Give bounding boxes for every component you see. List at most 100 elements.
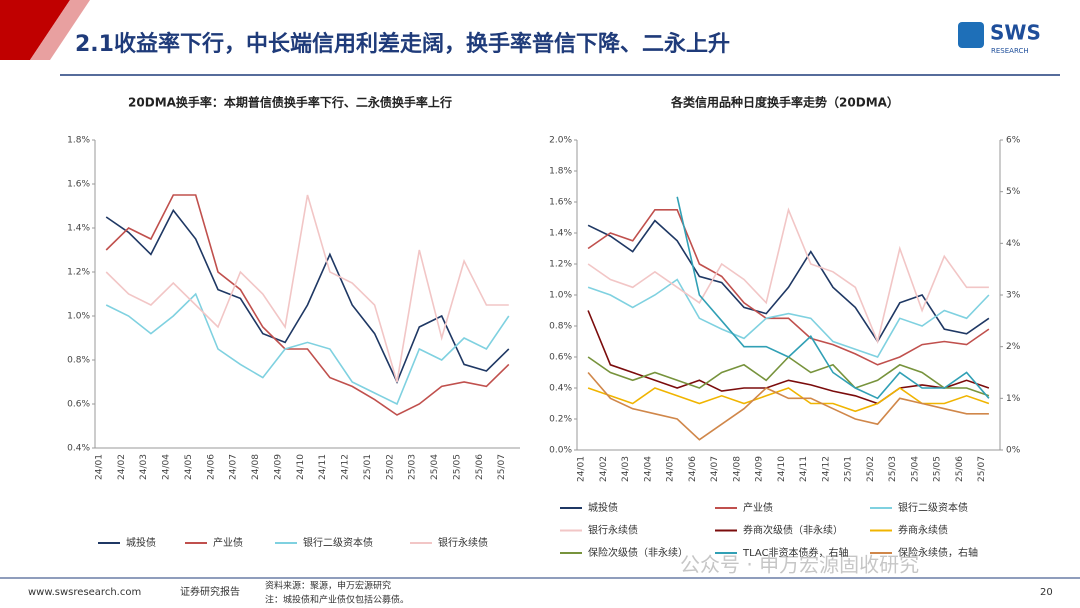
series-line	[587, 278, 990, 358]
y2-tick-label: 3%	[1006, 291, 1021, 301]
legend-label: 产业债	[213, 536, 243, 549]
x-tick-label: 25/07	[497, 454, 507, 480]
x-tick-label: 24/05	[184, 454, 194, 480]
x-tick-label: 24/09	[273, 454, 283, 480]
x-tick-label: 24/05	[666, 456, 676, 482]
series-line	[587, 219, 990, 344]
y-tick-label: 0.6%	[549, 353, 572, 363]
y-tick-label: 1.2%	[549, 260, 572, 270]
y2-tick-label: 0%	[1006, 446, 1021, 456]
x-tick-label: 24/07	[229, 454, 239, 480]
x-tick-label: 25/02	[385, 454, 395, 480]
y-tick-label: 0.6%	[67, 400, 90, 410]
legend-label: TLAC非资本债券，右轴	[742, 546, 849, 559]
series-line	[105, 194, 509, 383]
x-tick-label: 24/01	[577, 456, 587, 482]
y-tick-label: 0.8%	[67, 356, 90, 366]
y2-tick-label: 2%	[1006, 342, 1021, 352]
y2-tick-label: 4%	[1006, 239, 1021, 249]
legend-label: 银行二级资本债	[303, 536, 373, 549]
x-tick-label: 24/04	[162, 454, 172, 480]
footer-source: 资料来源：聚源，申万宏源研究	[265, 580, 391, 592]
y-tick-label: 1.0%	[67, 312, 90, 322]
legend-label: 券商次级债（非永续）	[743, 524, 843, 537]
series-line	[587, 355, 990, 397]
y-tick-label: 1.4%	[549, 229, 572, 239]
x-tick-label: 25/06	[955, 456, 965, 482]
header-accent	[0, 0, 70, 60]
x-tick-label: 25/04	[910, 456, 920, 482]
x-tick-label: 25/04	[430, 454, 440, 480]
watermark: 公众号 · 申万宏源固收研究	[680, 553, 919, 577]
x-tick-label: 24/03	[621, 456, 631, 482]
x-tick-label: 24/08	[732, 456, 742, 482]
legend-label: 保险永续债，右轴	[898, 546, 978, 559]
x-tick-label: 24/01	[95, 454, 105, 480]
y2-tick-label: 1%	[1006, 394, 1021, 404]
legend-label: 产业债	[743, 501, 773, 514]
y-tick-label: 1.4%	[67, 224, 90, 234]
y-tick-label: 1.6%	[67, 180, 90, 190]
logo-icon	[958, 22, 984, 48]
x-tick-label: 24/09	[755, 456, 765, 482]
footer-note: 注：城投债和产业债仅包括公募债。	[265, 594, 409, 606]
y-tick-label: 0.4%	[549, 384, 572, 394]
x-tick-label: 25/06	[475, 454, 485, 480]
series-line	[587, 207, 989, 345]
x-tick-label: 24/06	[206, 454, 216, 480]
x-tick-label: 25/01	[363, 454, 373, 480]
series-line	[105, 208, 510, 385]
x-tick-label: 24/12	[341, 454, 351, 480]
series-line	[105, 194, 510, 416]
legend-label: 银行永续债	[588, 524, 638, 537]
x-tick-label: 25/05	[933, 456, 943, 482]
y-tick-label: 0.4%	[67, 444, 90, 454]
chart-title: 各类信用品种日度换手率走势（20DMA）	[670, 95, 899, 110]
x-tick-label: 24/12	[821, 456, 831, 482]
y-tick-label: 0.0%	[549, 446, 572, 456]
chart-title: 20DMA换手率：本期普信债换手率下行、二永债换手率上行	[128, 95, 452, 110]
slide-title: 2.1收益率下行，中长端信用利差走阔，换手率普信下降、二永上升	[75, 31, 730, 57]
legend-label: 银行永续债	[438, 536, 488, 549]
x-tick-label: 25/03	[888, 456, 898, 482]
x-tick-label: 25/07	[977, 456, 987, 482]
y-tick-label: 0.8%	[549, 322, 572, 332]
legend-label: 城投债	[588, 501, 618, 514]
x-tick-label: 25/01	[844, 456, 854, 482]
legend-label: 银行二级资本债	[898, 501, 968, 514]
y-tick-label: 0.2%	[549, 415, 572, 425]
series-line	[105, 292, 510, 406]
series-line	[587, 310, 990, 405]
logo: SWS	[990, 21, 1041, 45]
x-tick-label: 24/10	[777, 456, 787, 482]
y-tick-label: 1.8%	[549, 167, 572, 177]
x-tick-label: 24/10	[296, 454, 306, 480]
legend-label: 券商永续债	[898, 524, 948, 537]
x-tick-label: 24/02	[117, 454, 127, 480]
x-tick-label: 25/03	[408, 454, 418, 480]
series-line	[587, 209, 990, 366]
series-line	[587, 387, 990, 413]
footer-report: 证券研究报告	[180, 585, 240, 598]
x-tick-label: 24/04	[643, 456, 653, 482]
y2-tick-label: 5%	[1006, 187, 1021, 197]
logo-sub: RESEARCH	[991, 47, 1029, 55]
y-tick-label: 1.2%	[67, 268, 90, 278]
y-tick-label: 2.0%	[549, 136, 572, 146]
x-tick-label: 24/08	[251, 454, 261, 480]
x-tick-label: 24/11	[799, 456, 809, 482]
y-tick-label: 1.0%	[549, 291, 572, 301]
page-number: 20	[1040, 587, 1053, 598]
x-tick-label: 24/11	[318, 454, 328, 480]
x-tick-label: 24/07	[710, 456, 720, 482]
header-accent	[30, 0, 90, 60]
y-tick-label: 1.6%	[549, 198, 572, 208]
legend-label: 保险次级债（非永续）	[588, 546, 688, 559]
x-tick-label: 24/03	[139, 454, 149, 480]
series-line	[676, 196, 990, 400]
series-line	[587, 371, 989, 441]
footer-site: www.swsresearch.com	[28, 587, 141, 598]
x-tick-label: 25/05	[452, 454, 462, 480]
y-tick-label: 1.8%	[67, 136, 90, 146]
